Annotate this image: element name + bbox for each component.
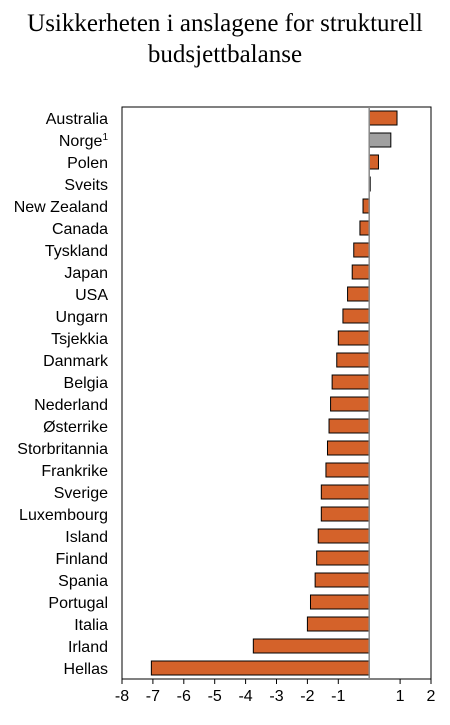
category-label: Belgia xyxy=(64,375,109,392)
category-label: Island xyxy=(65,529,108,546)
chart-title-line-2: budsjettbalanse xyxy=(147,41,303,68)
category-label: Storbritannia xyxy=(17,441,108,458)
bar-spania xyxy=(314,572,370,588)
category-label: Nederland xyxy=(34,397,108,414)
chart-title: Usikkerheten i anslagene for strukturell… xyxy=(0,8,450,70)
category-label: Spania xyxy=(58,573,108,590)
category-label: Tyskland xyxy=(45,243,108,260)
x-tick-label: 1 xyxy=(396,688,405,705)
bar-island xyxy=(317,528,370,544)
bar-italia xyxy=(306,616,370,632)
bar-portugal xyxy=(309,594,370,610)
bar-irland xyxy=(252,638,370,654)
bar-polen xyxy=(368,154,379,170)
bar-belgia xyxy=(331,374,370,390)
bar-frankrike xyxy=(325,462,370,478)
x-tick-label: -8 xyxy=(115,688,129,705)
x-tick-label: -1 xyxy=(331,688,345,705)
x-tick-label: -5 xyxy=(208,688,222,705)
bar-norge xyxy=(368,132,392,148)
category-label: Irland xyxy=(68,639,108,656)
x-tick-label: -4 xyxy=(238,688,252,705)
category-label: Finland xyxy=(56,551,108,568)
category-label: Polen xyxy=(67,155,108,172)
category-label: Luxembourg xyxy=(19,507,108,524)
category-label: Sverige xyxy=(54,485,108,502)
x-tick-label: -6 xyxy=(177,688,191,705)
bar-nederland xyxy=(330,396,370,412)
bar-australia xyxy=(368,110,398,126)
x-tick-label: -7 xyxy=(146,688,160,705)
bar-sverige xyxy=(320,484,370,500)
category-label: Portugal xyxy=(48,595,108,612)
bar-canada xyxy=(359,220,370,236)
category-label: Tsjekkia xyxy=(51,331,108,348)
x-tick-label: 2 xyxy=(427,688,436,705)
bar-danmark xyxy=(336,352,370,368)
bar-finland xyxy=(316,550,370,566)
bar-japan xyxy=(351,264,370,280)
category-label: Italia xyxy=(74,617,108,634)
bar-østerrike xyxy=(328,418,370,434)
category-label: Norge1 xyxy=(59,132,109,150)
bar-storbritannia xyxy=(326,440,370,456)
category-label: USA xyxy=(75,287,108,304)
category-label: Danmark xyxy=(43,353,109,370)
category-label: Australia xyxy=(46,111,108,128)
x-tick-label: -3 xyxy=(269,688,283,705)
category-label: Canada xyxy=(52,221,108,238)
category-label: Japan xyxy=(64,265,108,282)
category-label: Frankrike xyxy=(41,463,108,480)
category-label: New Zealand xyxy=(14,199,108,216)
bar-ungarn xyxy=(342,308,370,324)
bar-tsjekkia xyxy=(337,330,370,346)
category-footnote-mark: 1 xyxy=(102,132,108,143)
category-label: Ungarn xyxy=(56,309,108,326)
bar-hellas xyxy=(150,660,370,676)
bar-new-zealand xyxy=(362,198,370,214)
x-tick-label: -2 xyxy=(300,688,314,705)
x-axis-ticks: -8 -7 -6 -5 -4 -3 -2 -1 1 2 xyxy=(115,679,436,705)
bar-usa xyxy=(347,286,370,302)
bars-group xyxy=(150,110,398,676)
chart-title-line-1: Usikkerheten i anslagene for strukturell xyxy=(27,10,423,37)
category-label: Sveits xyxy=(64,177,108,194)
category-labels: Australia Norge1 Polen Sveits New Zealand Can… xyxy=(14,111,109,678)
plot-frame xyxy=(121,106,432,680)
bar-luxembourg xyxy=(320,506,370,522)
bar-tyskland xyxy=(353,242,370,258)
category-label: Østerrike xyxy=(43,419,108,436)
category-label: Hellas xyxy=(64,661,108,678)
